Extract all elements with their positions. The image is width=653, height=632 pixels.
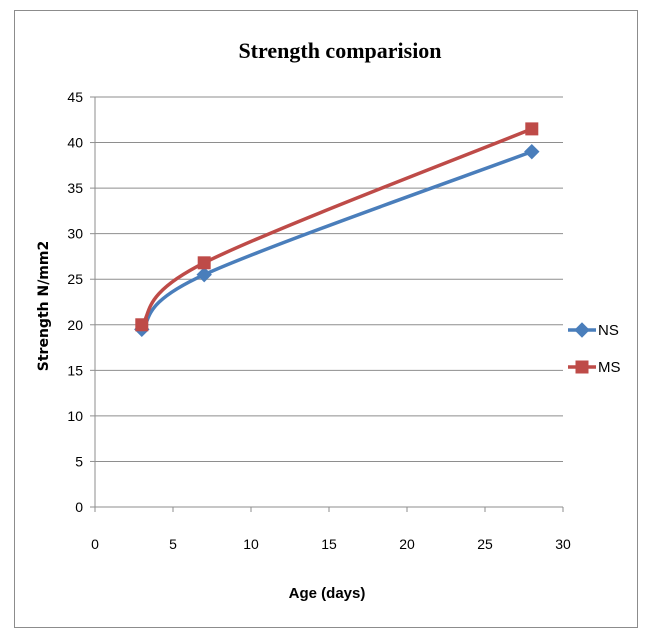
- y-tick-labels: 0 5 10 15 20 25 30 35 40 45: [67, 89, 83, 515]
- legend-marker: [575, 360, 589, 374]
- y-tick-label: 25: [67, 271, 83, 287]
- chart-frame: [14, 10, 638, 628]
- data-point-ms: [525, 122, 539, 136]
- grid: [95, 96, 563, 462]
- legend-item-ns: NS: [568, 322, 619, 339]
- series-line-ms: [140, 127, 534, 327]
- legend-item-ms: MS: [568, 359, 621, 376]
- x-tick-label: 5: [169, 536, 177, 552]
- legend: NS MS: [568, 322, 621, 376]
- x-tick-labels: 0 5 10 15 20 25 30: [91, 536, 571, 552]
- x-axis-label: Age (days): [289, 585, 366, 602]
- series-group: [134, 122, 540, 338]
- y-tick-label: 5: [75, 453, 83, 469]
- x-tick-label: 15: [321, 536, 337, 552]
- y-tick-label: 15: [67, 362, 83, 378]
- data-point-ms: [197, 256, 211, 270]
- series-ms: [135, 122, 539, 332]
- x-tick-label: 30: [555, 536, 571, 552]
- legend-label: MS: [598, 359, 621, 376]
- axes: [90, 96, 564, 512]
- y-tick-label: 10: [67, 408, 83, 424]
- legend-marker: [574, 322, 590, 338]
- y-tick-label: 40: [67, 135, 83, 151]
- y-tick-label: 45: [67, 89, 83, 105]
- data-point-ns: [196, 266, 212, 283]
- y-tick-label: 20: [67, 317, 83, 333]
- data-point-ms: [135, 318, 149, 332]
- data-point-ns: [524, 143, 540, 160]
- x-tick-label: 20: [399, 536, 415, 552]
- chart-title: Strength comparision: [238, 38, 441, 63]
- legend-label: NS: [598, 322, 619, 339]
- x-tick-label: 25: [477, 536, 493, 552]
- y-tick-label: 35: [67, 180, 83, 196]
- series-ns: [134, 143, 540, 338]
- y-axis-label: Strength N/mm2: [36, 241, 52, 371]
- series-line-ns: [140, 149, 534, 332]
- x-tick-label: 10: [243, 536, 259, 552]
- y-tick-label: 30: [67, 226, 83, 242]
- y-tick-label: 0: [75, 499, 83, 515]
- x-tick-label: 0: [91, 536, 99, 552]
